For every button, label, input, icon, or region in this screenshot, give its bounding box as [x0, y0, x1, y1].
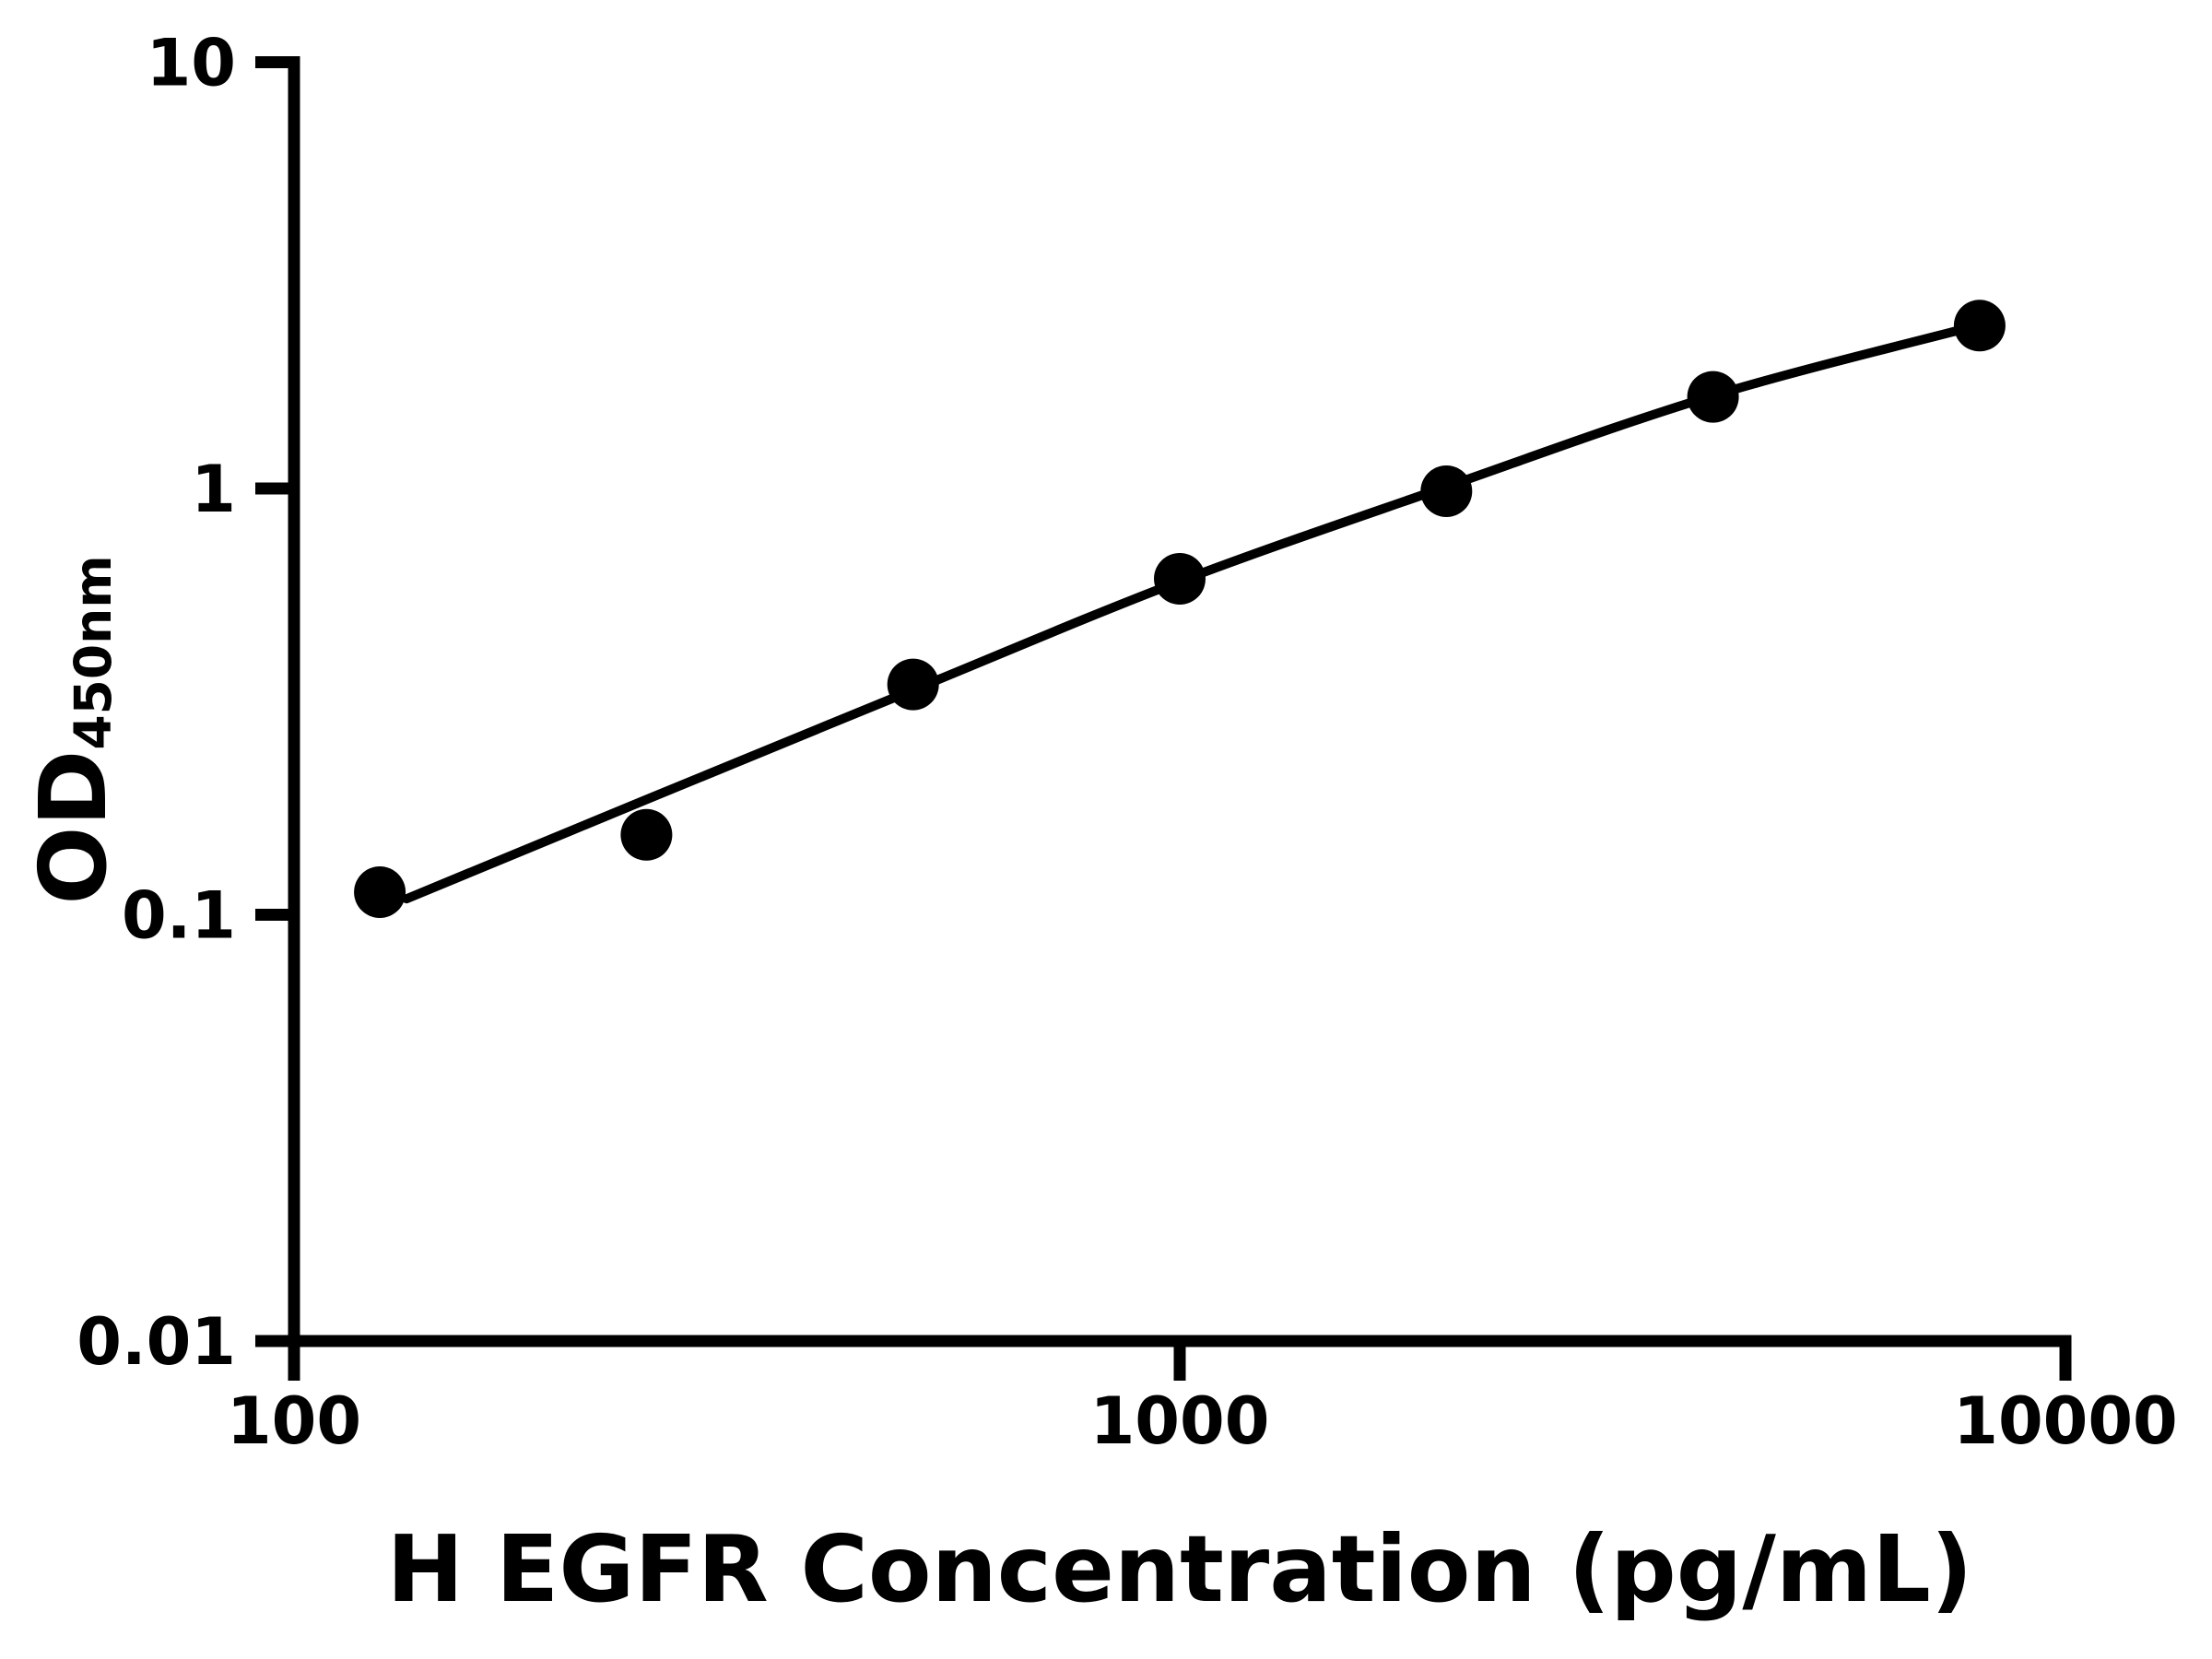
data-point-125: [354, 866, 406, 918]
y-axis-title-subscript: 450nm: [64, 555, 123, 749]
data-point-4000: [1687, 371, 1739, 423]
y-axis-title: OD450nm: [19, 555, 127, 904]
x-tick-label-1000: 1000: [1090, 1383, 1270, 1459]
data-point-250: [620, 808, 673, 861]
y-tick-label-0.01: 0.01: [76, 1304, 236, 1380]
y-tick-label-1: 1: [191, 452, 236, 527]
y-axis-title-main: OD: [19, 750, 127, 905]
y-tick-label-0.1: 0.1: [122, 878, 236, 954]
x-tick-label-10000: 10000: [1953, 1383, 2178, 1459]
data-point-2000: [1420, 465, 1473, 517]
data-point-500: [887, 658, 939, 711]
x-axis-title: H EGFR Concentration (pg/mL): [387, 1515, 1973, 1623]
x-tick-label-100: 100: [227, 1383, 361, 1459]
y-tick-label-10: 10: [147, 26, 236, 101]
data-point-8000: [1953, 300, 2006, 352]
data-point-1000: [1154, 553, 1206, 605]
